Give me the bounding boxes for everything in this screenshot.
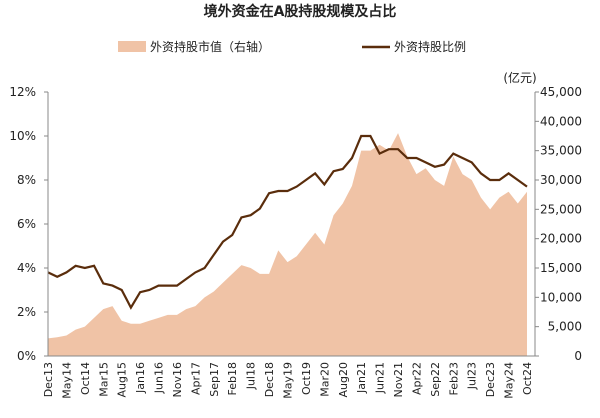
y2-unit: (亿元) [503,70,536,85]
y2-tick-label: 5,000 [548,320,582,334]
x-tick-label: Apr22 [410,362,423,395]
area [48,133,527,356]
x-tick-label: Apr17 [189,362,202,395]
y2-tick-label: 30,000 [540,173,582,187]
x-tick-label: Mar15 [97,362,110,397]
x-tick-label: Jun16 [153,362,166,394]
x-tick-label: Sep17 [208,362,221,397]
x-tick-label: Jun21 [374,362,387,394]
y2-tick-label: 45,000 [540,85,582,99]
y-tick-label: 0% [17,349,36,363]
x-tick-label: Jan16 [134,362,147,394]
x-tick-label: May24 [503,362,516,399]
x-tick-label: Aug20 [337,362,350,397]
x-tick-label: Mar20 [318,362,331,397]
x-tick-label: May19 [282,362,295,399]
x-tick-label: Dec18 [263,362,276,397]
x-tick-label: Oct14 [79,362,92,395]
y2-tick-label: 40,000 [540,114,582,128]
x-tick-label: Jan21 [355,362,368,394]
y-tick-label: 12% [9,85,36,99]
x-tick-label: Feb18 [226,362,239,395]
y2-tick-label: 20,000 [540,232,582,246]
line [47,134,528,310]
x-tick-label: Oct24 [521,362,534,395]
x-tick-label: Nov16 [171,362,184,397]
y-tick-label: 8% [17,173,36,187]
y-tick-label: 10% [9,129,36,143]
x-tick-label: Nov21 [392,362,405,397]
y2-tick-label: 15,000 [540,261,582,275]
legend-label: 外资持股市值（右轴） [150,39,270,54]
y-tick-label: 4% [17,261,36,275]
legend-label: 外资持股比例 [394,39,466,54]
legend-swatch [118,41,146,52]
y-tick-label: 2% [17,305,36,319]
x-tick-label: Jul23 [466,362,479,390]
chart-title: 境外资金在A股持股规模及占比 [204,3,397,20]
y2-tick-label: 25,000 [540,202,582,216]
y2-tick-label: 10,000 [540,290,582,304]
x-tick-label: May14 [60,362,73,399]
x-tick-label: Dec23 [484,362,497,397]
x-tick-label: Jul18 [245,362,258,390]
x-tick-label: Aug15 [116,362,129,397]
x-tick-label: Dec13 [42,362,55,397]
x-tick-label: Sep22 [429,362,442,397]
x-tick-label: Feb23 [447,362,460,395]
y-tick-label: 6% [17,217,36,231]
y2-tick-label: 0 [574,349,582,363]
y2-tick-label: 35,000 [540,144,582,158]
x-tick-label: Oct19 [300,362,313,395]
